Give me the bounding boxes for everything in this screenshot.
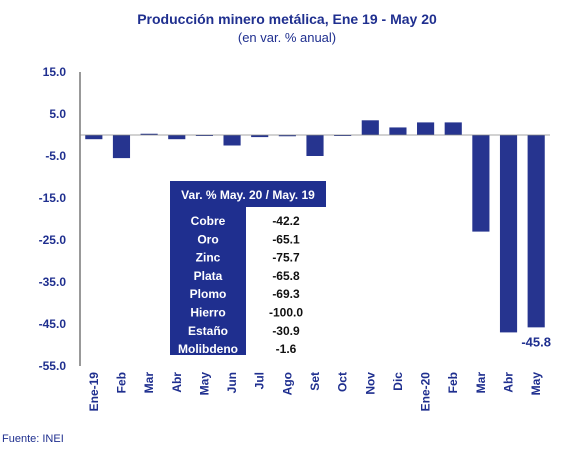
bar — [334, 135, 352, 136]
x-tick-label: Mar — [474, 372, 488, 394]
x-tick-label: Nov — [363, 372, 377, 395]
chart-subtitle: (en var. % anual) — [238, 30, 336, 45]
inset-row-name: Zinc — [196, 251, 221, 265]
x-tick-label: Abr — [502, 372, 516, 393]
y-tick-label: -55.0 — [39, 359, 67, 373]
inset-row-value: -65.1 — [272, 232, 300, 246]
bar — [223, 135, 241, 146]
inset-row-value: -65.8 — [272, 269, 300, 283]
x-tick-label: Jul — [253, 372, 267, 389]
inset-row-name: Hierro — [190, 306, 225, 320]
chart-title: Producción minero metálica, Ene 19 - May… — [137, 11, 437, 27]
source-note: Fuente: INEI — [2, 433, 64, 445]
data-label: -45.8 — [521, 334, 551, 349]
inset-table: Var. % May. 20 / May. 19 Cobre -42.2 Oro -6… — [170, 181, 326, 356]
bar — [195, 135, 213, 136]
x-tick-label: May — [529, 372, 543, 396]
inset-row-name: Molibdeno — [178, 342, 238, 356]
inset-row-name: Estaño — [188, 324, 228, 338]
bars — [80, 120, 550, 333]
inset-row-name: Oro — [197, 232, 218, 246]
y-tick-label: -25.0 — [39, 233, 67, 247]
bar — [389, 127, 407, 135]
x-tick-label: Ene-19 — [87, 372, 101, 412]
bar — [112, 135, 131, 159]
x-tick-label: Dic — [391, 372, 405, 391]
bar — [168, 135, 186, 140]
x-tick-label: Feb — [114, 372, 128, 393]
x-tick-label: Oct — [336, 372, 350, 392]
bar — [444, 122, 462, 135]
inset-row-value: -1.6 — [276, 342, 297, 356]
y-tick-label: -45.0 — [39, 317, 67, 331]
y-tick-label: 5.0 — [49, 107, 66, 121]
x-tick-label: May — [197, 372, 211, 396]
bar — [251, 135, 269, 138]
y-tick-label: 15.0 — [43, 65, 67, 79]
x-tick-label: Jun — [225, 372, 239, 393]
x-tick-label: Set — [308, 372, 322, 391]
inset-row-value: -69.3 — [272, 287, 300, 301]
inset-table-value-column — [246, 207, 326, 355]
inset-row-value: -75.7 — [272, 251, 300, 265]
bar — [361, 120, 379, 135]
x-tick-label: Feb — [446, 372, 460, 393]
y-axis: 15.0 5.0 -5.0 -15.0 -25.0 -35.0 -45.0 -55.0 — [39, 65, 81, 373]
inset-row-value: -30.9 — [272, 324, 300, 338]
inset-row-value: -42.2 — [272, 214, 300, 228]
bar — [85, 135, 103, 140]
y-tick-label: -35.0 — [39, 275, 67, 289]
inset-table-header: Var. % May. 20 / May. 19 — [181, 188, 315, 202]
x-tick-label: Ene-20 — [419, 372, 433, 412]
bar — [306, 135, 324, 156]
bar — [417, 122, 435, 135]
y-tick-label: -5.0 — [45, 149, 66, 163]
bar — [527, 135, 545, 328]
inset-row-name: Plata — [194, 269, 223, 283]
data-labels: -45.8 — [521, 334, 551, 349]
inset-row-name: Cobre — [191, 214, 226, 228]
bar — [140, 133, 158, 135]
bar — [472, 135, 490, 232]
x-tick-label: Mar — [142, 372, 156, 394]
inset-row-value: -100.0 — [269, 306, 303, 320]
x-axis: Ene-19 Feb Mar Abr May Jun Jul Ago Set Oct Nov Dic E… — [87, 372, 543, 412]
x-tick-label: Ago — [280, 372, 294, 395]
bar — [499, 135, 518, 333]
inset-row-name: Plomo — [190, 287, 227, 301]
bar — [278, 135, 296, 137]
x-tick-label: Abr — [170, 372, 184, 393]
y-tick-label: -15.0 — [39, 191, 67, 205]
